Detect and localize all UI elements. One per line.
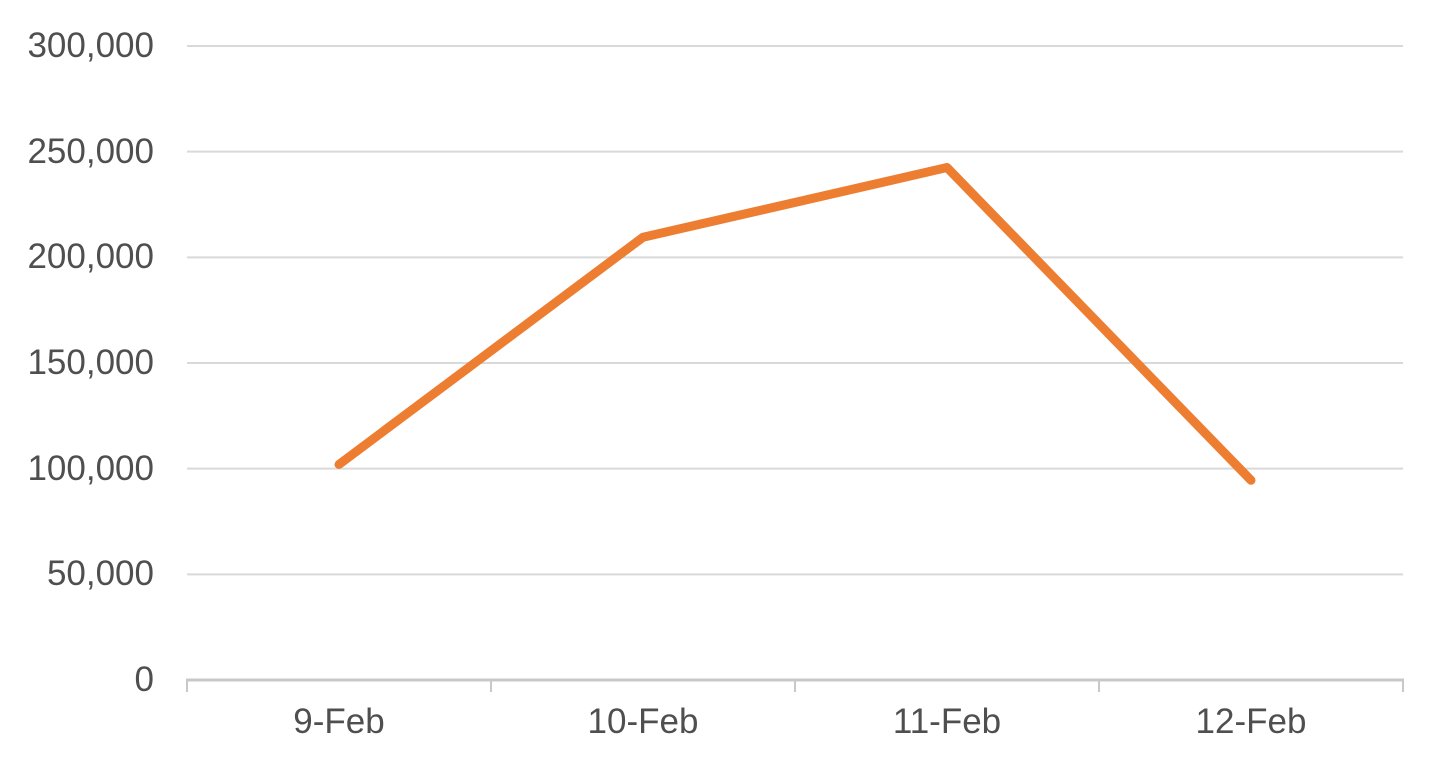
y-tick-label: 250,000 <box>27 131 154 171</box>
x-axis <box>186 678 1404 692</box>
y-tick-label: 150,000 <box>27 343 154 382</box>
x-tick-label: 10-Feb <box>587 702 699 741</box>
x-tick-label: 12-Feb <box>1195 702 1307 741</box>
x-tick-label: 11-Feb <box>892 702 1002 741</box>
gridlines <box>187 45 1403 576</box>
y-tick-label: 200,000 <box>27 237 154 277</box>
y-tick-label: 300,000 <box>27 26 154 65</box>
x-tick-label: 9-Feb <box>293 702 385 741</box>
y-tick-label: 0 <box>134 660 154 699</box>
y-tick-label: 50,000 <box>46 554 154 594</box>
data-series-line <box>334 163 1256 485</box>
y-tick-label: 100,000 <box>27 448 154 488</box>
